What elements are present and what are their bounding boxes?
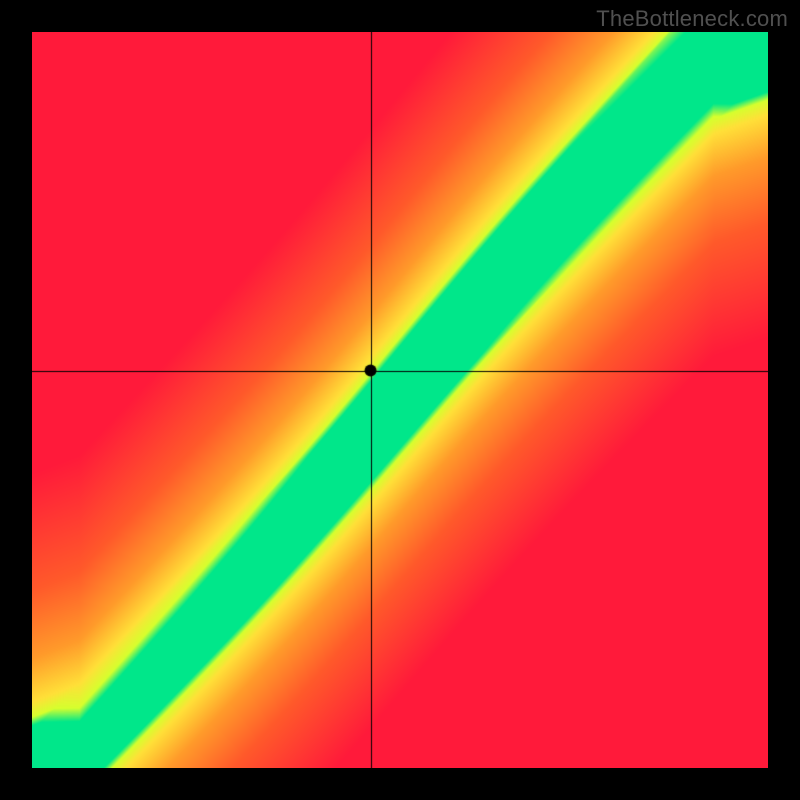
- chart-container: TheBottleneck.com: [0, 0, 800, 800]
- watermark-text: TheBottleneck.com: [596, 6, 788, 32]
- crosshair-overlay: [32, 32, 768, 768]
